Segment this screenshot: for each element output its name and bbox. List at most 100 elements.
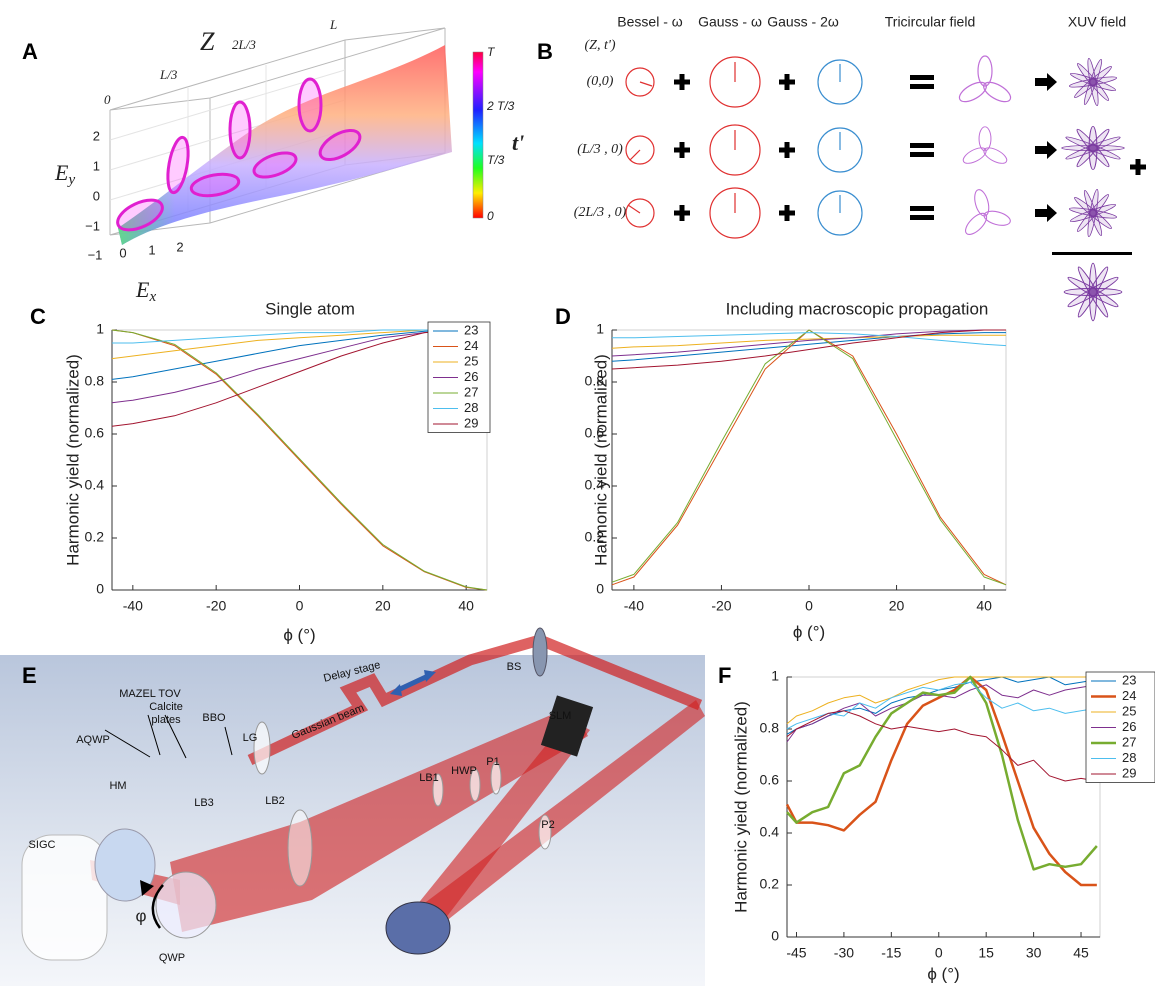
plus-sign: [674, 142, 690, 158]
xuv-field-sum: [1063, 262, 1123, 322]
component-label: HM: [109, 780, 126, 792]
legend-label: 27: [464, 384, 478, 399]
z-tick: 2L/3: [232, 37, 256, 52]
y-tick-label: 0: [771, 928, 779, 944]
return-beam: [418, 700, 705, 926]
gauss2-circle: [817, 190, 863, 236]
mirror: [385, 901, 451, 955]
chart: 0 0.2 0.4 0.6 0.8 1 -40 -20 0 20 40 D Including macr…: [555, 299, 1007, 641]
loop: [116, 198, 164, 232]
arrow: [1035, 73, 1057, 91]
x-tick-label: -30: [834, 945, 854, 961]
row-label: (L/3 , 0): [577, 142, 623, 157]
label-line: Calcite: [149, 701, 183, 713]
loop: [297, 77, 323, 133]
charts: 0 0.2 0.4 0.6 0.8 1 -40 -20 0 20 40 C Single atom Har…: [30, 299, 1155, 983]
rotation-angle: φ: [135, 906, 146, 925]
component-label: LB3: [194, 797, 214, 809]
y-tick-label: 0.6: [585, 425, 605, 441]
gauss-circle: [709, 187, 761, 239]
plus-sign: [674, 74, 690, 90]
rotation-arrow-head: [140, 880, 154, 896]
chart-title: Single atom: [265, 299, 355, 318]
chart-title: Including macroscopic propagation: [726, 299, 989, 318]
series-line: [786, 710, 1097, 782]
y-tick-label: 1: [596, 321, 604, 337]
y-tick-label: 0.4: [760, 824, 780, 840]
ex-tick: 2: [176, 239, 183, 254]
colorbar-tick: T/3: [487, 153, 505, 167]
component-label: LB1: [419, 772, 439, 784]
x-tick-label: 30: [1026, 945, 1042, 961]
gas-cell: [21, 834, 108, 961]
y-tick-label: 0.8: [585, 373, 605, 389]
legend-label: 24: [464, 338, 478, 353]
series-line: [786, 675, 1098, 871]
bessel-circle: [625, 67, 655, 97]
beam-splitter: [532, 627, 548, 677]
x-tick-label: -15: [881, 945, 901, 961]
gaussian-beam: [247, 634, 703, 765]
legend-label: 26: [1122, 719, 1136, 734]
ex-tick: 0: [119, 245, 126, 260]
x-tick-label: -20: [206, 598, 226, 614]
chart: 0 0.2 0.4 0.6 0.8 1 -45 -30 -15 0 15 30 45 FHarmonic …: [718, 663, 1155, 983]
x-tick-label: -40: [123, 598, 143, 614]
tricircular-loops: [116, 77, 362, 232]
plot-frame: [611, 329, 1007, 591]
field-circles: [625, 56, 863, 239]
component-label: P2: [541, 819, 554, 831]
column-header: Tricircular field: [885, 14, 976, 30]
ey-main: E: [54, 160, 69, 185]
y-tick-label: 0: [96, 581, 104, 597]
plus-sign: [779, 74, 795, 90]
colorbar-title: t': [512, 130, 524, 155]
ex-sub: x: [148, 289, 156, 305]
ey-sub: y: [66, 172, 75, 188]
legend-label: 25: [1122, 703, 1136, 718]
legend-label: 29: [1122, 765, 1136, 780]
legend-label: 28: [464, 400, 478, 415]
legend-label: 23: [464, 322, 478, 337]
chart: 0 0.2 0.4 0.6 0.8 1 -40 -20 0 20 40 C Single atom Har…: [30, 299, 491, 644]
delay-arrow-heads: [390, 670, 436, 696]
component-label: HWP: [451, 765, 477, 777]
x-axis-label: ϕ (°): [793, 622, 825, 641]
y-tick-label: 0.8: [85, 373, 105, 389]
ex-tick: 1: [148, 242, 155, 257]
sum-line: [1052, 252, 1132, 255]
z-tick: L: [329, 17, 337, 32]
equals-sign: [910, 206, 934, 220]
x-tick-label: 20: [889, 598, 905, 614]
ey-ticks: 2 1 0 −1: [85, 128, 100, 233]
column-header: Bessel - ω: [617, 14, 682, 30]
y-tick-label: 1: [96, 321, 104, 337]
operators: [674, 73, 1146, 255]
p1: [490, 761, 502, 795]
y-tick-label: 0.2: [85, 529, 105, 545]
x-axis-label: ϕ (°): [927, 964, 959, 983]
panel-label: C: [30, 304, 46, 329]
slm-beam: [408, 718, 590, 928]
loop: [166, 135, 190, 195]
row-header: (Z, t'): [585, 38, 616, 53]
tricircular-field: [960, 126, 1010, 167]
component-label: P1: [486, 756, 499, 768]
y-tick-label: 0.4: [585, 477, 605, 493]
delay-arrow: [396, 673, 430, 693]
gauss2-circle: [817, 59, 863, 105]
series-line: [611, 334, 1006, 349]
series-line: [786, 681, 1097, 730]
panel-e: E MAZEL TOV Calcite plates BBO AQWP LG Ga…: [0, 627, 705, 986]
legend-label: 26: [464, 369, 478, 384]
ey-tick: 2: [93, 128, 100, 143]
component-label: QWP: [159, 952, 185, 964]
p2: [538, 814, 552, 850]
lens-lg: [253, 721, 271, 775]
gauss-circle: [709, 56, 761, 108]
ey-tick: 0: [93, 188, 100, 203]
